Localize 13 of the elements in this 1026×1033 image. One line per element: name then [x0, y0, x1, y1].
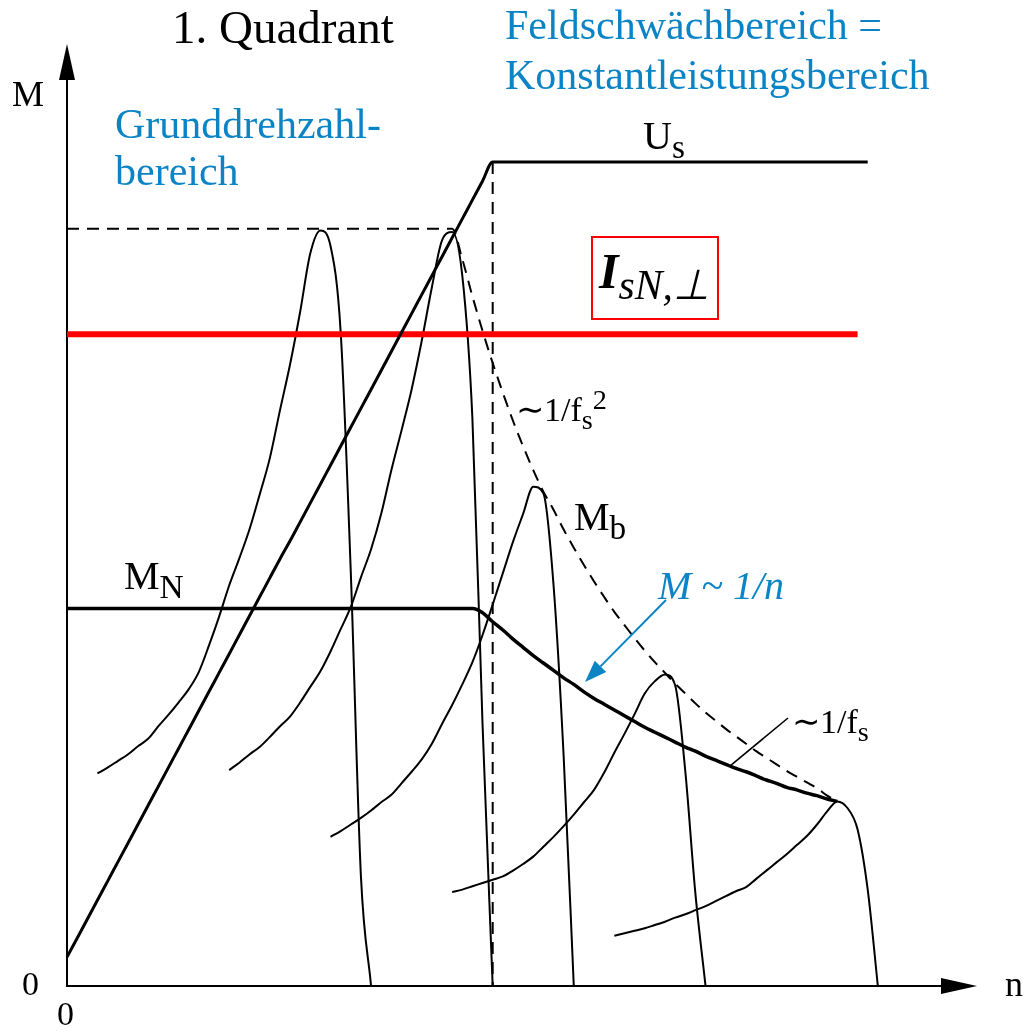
series-label: I$_{sN,⊥}$: [599, 243, 709, 310]
annotation: Grunddrehzahl-bereich: [115, 101, 382, 195]
series-label: M$_{N}$: [124, 553, 184, 607]
annotation: M ~ 1/n: [658, 563, 785, 609]
series-label: U$_{s}$: [643, 113, 685, 167]
x-axis-title: n: [1005, 964, 1023, 1006]
y-axis-title: M: [12, 74, 45, 116]
chart-title: 1. Quadrant: [172, 0, 394, 55]
annotation: ∼1/f$_{s}$: [792, 702, 869, 749]
text: Feldschwächbereich = Konstantleistungsbereich: [505, 1, 931, 100]
text: 0: [22, 964, 39, 1004]
series-label: M$_{b}$: [574, 494, 627, 548]
text: 0: [57, 994, 74, 1033]
